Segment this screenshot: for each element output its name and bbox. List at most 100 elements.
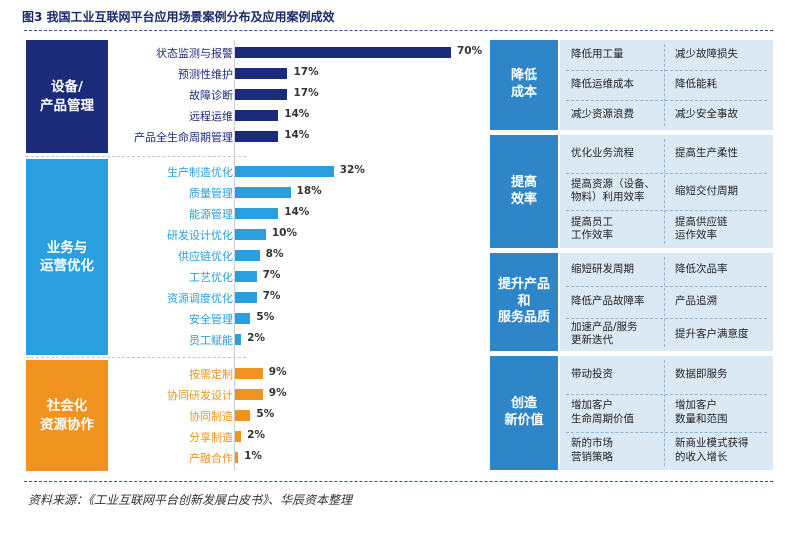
bar-value-label: 9% xyxy=(268,366,287,378)
effect-item: 产品追溯 xyxy=(675,295,717,308)
category-label: 产融合作 xyxy=(189,452,233,465)
panel-divider xyxy=(566,100,767,101)
effect-panel-4 xyxy=(560,356,773,470)
category-label: 协同研发设计 xyxy=(167,389,233,402)
panel-divider xyxy=(664,257,665,347)
effect-item: 优化业务流程 xyxy=(571,147,634,160)
category-label: 生产制造优化 xyxy=(167,166,233,179)
panel-divider xyxy=(566,394,767,395)
bar-value-label: 8% xyxy=(265,248,284,260)
effect-item: 提升客户满意度 xyxy=(675,327,749,340)
effect-item: 带动投资 xyxy=(571,368,613,381)
bar-value-label: 1% xyxy=(244,450,262,462)
category-label: 供应链优化 xyxy=(178,250,233,263)
panel-divider xyxy=(664,360,665,466)
effect-item: 降低次品率 xyxy=(675,262,728,275)
bar xyxy=(235,131,279,142)
category-label: 质量管理 xyxy=(189,187,233,200)
effect-category-2: 提高 效率 xyxy=(490,135,558,248)
group-separator xyxy=(26,156,246,157)
category-label: 状态监测与报警 xyxy=(156,47,233,60)
panel-divider xyxy=(566,210,767,212)
effect-item: 新的市场 营销策略 xyxy=(571,437,613,463)
bar-value-label: 14% xyxy=(284,129,310,141)
bar xyxy=(235,292,257,303)
category-label: 能源管理 xyxy=(189,208,233,221)
effect-item: 减少资源浪费 xyxy=(571,108,634,121)
bar xyxy=(235,208,279,219)
bar xyxy=(235,229,266,240)
bar xyxy=(235,313,251,324)
bar xyxy=(235,389,263,400)
panel-divider xyxy=(566,432,767,433)
bar xyxy=(235,166,334,177)
bar-value-label: 32% xyxy=(339,164,365,176)
bar-value-label: 17% xyxy=(293,87,319,99)
effect-item: 降低产品故障率 xyxy=(571,295,645,308)
effect-item: 缩短研发周期 xyxy=(571,262,634,275)
category-label: 员工赋能 xyxy=(189,334,233,347)
effect-item: 降低能耗 xyxy=(675,78,717,91)
panel-divider xyxy=(664,139,665,244)
bar-value-label: 5% xyxy=(256,311,275,323)
effect-item: 降低运维成本 xyxy=(571,78,634,91)
panel-divider xyxy=(566,318,767,320)
effect-panel-3 xyxy=(560,253,773,351)
category-label: 研发设计优化 xyxy=(167,229,233,242)
bar xyxy=(235,250,260,261)
panel-divider xyxy=(566,285,767,287)
bar-value-label: 14% xyxy=(284,108,310,120)
effect-item: 加速产品/服务 更新迭代 xyxy=(571,321,638,347)
panel-divider xyxy=(664,44,665,126)
bar xyxy=(235,89,288,100)
bar xyxy=(235,368,263,379)
category-label: 远程运维 xyxy=(189,110,233,123)
effect-category-4: 创造 新价值 xyxy=(490,356,558,470)
category-label: 预测性维护 xyxy=(178,68,233,81)
effect-item: 增加客户 数量和范围 xyxy=(675,399,728,425)
effect-item: 减少安全事故 xyxy=(675,108,738,121)
category-label: 按需定制 xyxy=(189,368,233,381)
panel-divider xyxy=(566,70,767,71)
category-label: 协同制造 xyxy=(189,410,233,423)
category-label: 安全管理 xyxy=(189,313,233,326)
effect-panel-2 xyxy=(560,135,773,248)
category-label: 故障诊断 xyxy=(189,89,233,102)
bar-value-label: 5% xyxy=(256,408,275,420)
bar xyxy=(235,410,251,421)
bar-value-label: 9% xyxy=(268,387,287,399)
group-label-2: 业务与 运营优化 xyxy=(26,159,108,355)
bottom-divider xyxy=(24,481,773,482)
category-label: 分享制造 xyxy=(189,431,233,444)
effect-item: 数据即服务 xyxy=(675,368,728,381)
group-label-1: 设备/产品管理 xyxy=(26,40,108,153)
effect-item: 缩短交付周期 xyxy=(675,184,738,197)
chart-axis xyxy=(234,40,235,470)
effect-item: 减少故障损失 xyxy=(675,48,738,61)
bar-value-label: 10% xyxy=(271,227,297,239)
category-label: 资源调度优化 xyxy=(167,292,233,305)
effect-item: 提高生产柔性 xyxy=(675,147,738,160)
effect-item: 增加客户 生命周期价值 xyxy=(571,399,634,425)
effect-item: 提高员工 工作效率 xyxy=(571,215,613,241)
effect-item: 提高供应链 运作效率 xyxy=(675,215,728,241)
group-separator xyxy=(26,357,246,358)
effect-panel-1 xyxy=(560,40,773,130)
bar xyxy=(235,68,288,79)
category-label: 工艺优化 xyxy=(189,271,233,284)
effect-category-3: 提升产品和服务品质 xyxy=(490,253,558,351)
effect-item: 提高资源（设备、 物料）利用效率 xyxy=(571,177,655,204)
effect-item: 新商业模式获得 的收入增长 xyxy=(675,437,749,463)
bar-value-label: 70% xyxy=(457,45,483,57)
bar-value-label: 14% xyxy=(284,206,310,218)
top-divider xyxy=(24,30,773,31)
bar-value-label: 17% xyxy=(293,66,319,78)
bar-value-label: 7% xyxy=(262,290,281,302)
bar xyxy=(235,334,242,345)
bar xyxy=(235,110,279,121)
bar xyxy=(235,452,239,463)
source-note: 资料来源：《工业互联网平台创新发展白皮书》、华辰资本整理 xyxy=(28,493,353,507)
bar xyxy=(235,187,291,198)
bar xyxy=(235,271,257,282)
bar-value-label: 2% xyxy=(247,332,265,344)
